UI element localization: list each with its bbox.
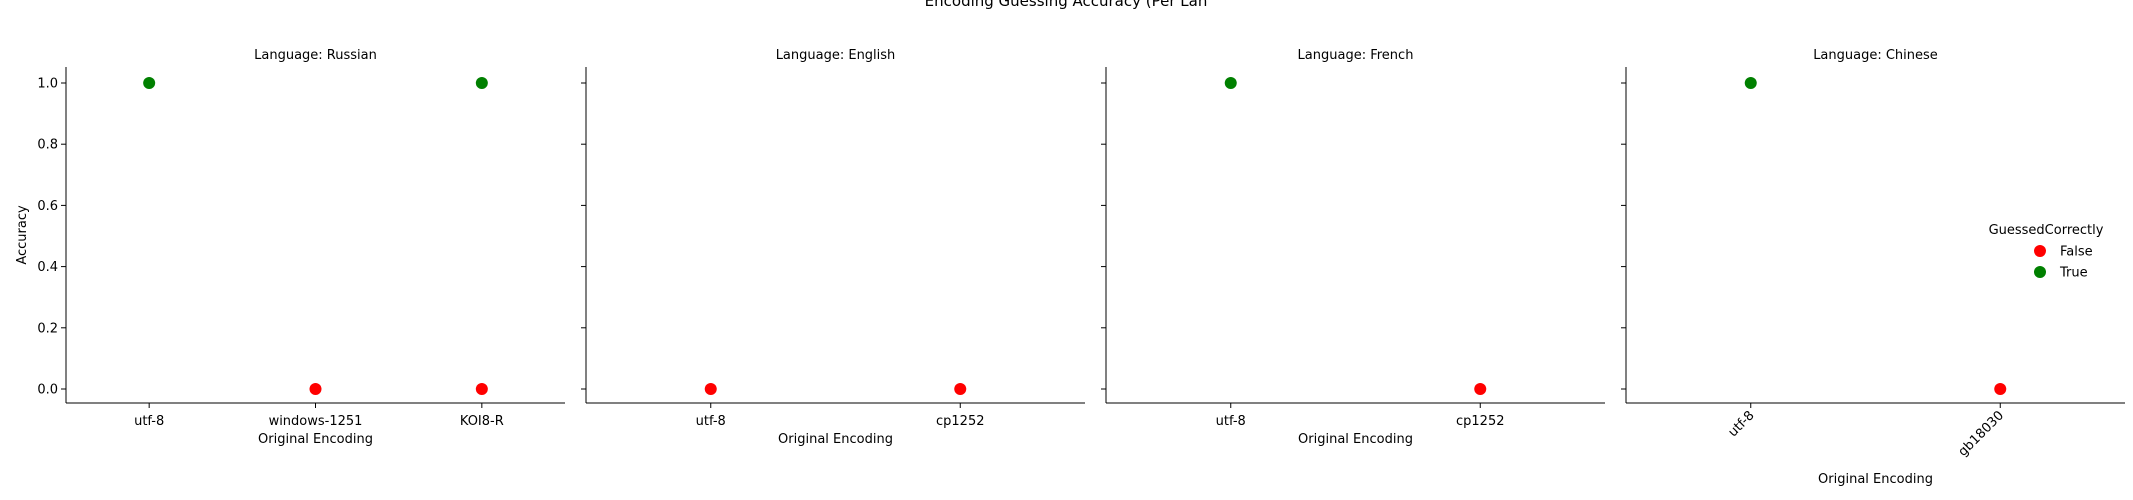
y-axis-label: Accuracy xyxy=(15,205,30,265)
facet-panel-2: Language: English utf-8 cp1252 Original Enc… xyxy=(581,48,1085,447)
legend-entries: False True xyxy=(2034,245,2093,281)
y-tick-label: 0.4 xyxy=(37,260,58,275)
legend: GuessedCorrectly False True xyxy=(1989,223,2104,281)
data-point-false xyxy=(309,383,322,395)
data-point-true xyxy=(1744,77,1757,89)
panel-title: Language: Russian xyxy=(254,48,377,63)
x-tick-label: utf-8 xyxy=(1726,408,1758,440)
y-tick-label: 1.0 xyxy=(37,77,58,92)
y-tick-label: 0.6 xyxy=(37,199,58,214)
x-tick-label: utf-8 xyxy=(134,414,164,429)
facet-panels: Language: Russian 0.0 0.2 0.4 0.6 0.8 1.0 Accur… xyxy=(15,48,2125,487)
x-tick-label: cp1252 xyxy=(1456,414,1504,429)
facet-panel-4: Language: Chinese utf-8 gb18030 Original En… xyxy=(1621,48,2125,487)
data-point-false xyxy=(1994,383,2007,395)
x-tick-label: utf-8 xyxy=(696,414,726,429)
x-axis-label: Original Encoding xyxy=(1298,432,1413,447)
facet-panel-1: Language: Russian 0.0 0.2 0.4 0.6 0.8 1.0 Accur… xyxy=(15,48,565,447)
data-point-false xyxy=(954,383,967,395)
x-axis-label: Original Encoding xyxy=(778,432,893,447)
facet-panel-3: Language: French utf-8 cp1252 Original Enco… xyxy=(1101,48,1605,447)
x-tick-label: utf-8 xyxy=(1216,414,1246,429)
data-point-true xyxy=(475,77,488,89)
x-tick-label: cp1252 xyxy=(936,414,984,429)
legend-marker-true xyxy=(2034,266,2046,278)
x-axis-label: Original Encoding xyxy=(1818,472,1933,487)
figure-suptitle: Encoding Guessing Accuracy (Per Lan xyxy=(925,0,1208,10)
legend-marker-false xyxy=(2034,245,2046,257)
legend-label-true: True xyxy=(2059,266,2088,281)
panel-title: Language: Chinese xyxy=(1813,48,1938,63)
data-point-false xyxy=(475,383,488,395)
y-tick-label: 0.8 xyxy=(37,138,58,153)
legend-title: GuessedCorrectly xyxy=(1989,223,2104,238)
x-tick-label: KOI8-R xyxy=(460,414,504,429)
data-point-false xyxy=(1474,383,1487,395)
data-point-true xyxy=(1224,77,1237,89)
data-point-true xyxy=(143,77,156,89)
x-tick-label: gb18030 xyxy=(1956,408,2008,460)
x-tick-label: windows-1251 xyxy=(269,414,363,429)
legend-label-false: False xyxy=(2060,245,2093,260)
data-point-false xyxy=(704,383,717,395)
x-axis-label: Original Encoding xyxy=(258,432,373,447)
panel-title: Language: French xyxy=(1298,48,1414,63)
y-tick-label: 0.0 xyxy=(37,383,58,398)
y-tick-label: 0.2 xyxy=(37,321,58,336)
panel-title: Language: English xyxy=(776,48,896,63)
